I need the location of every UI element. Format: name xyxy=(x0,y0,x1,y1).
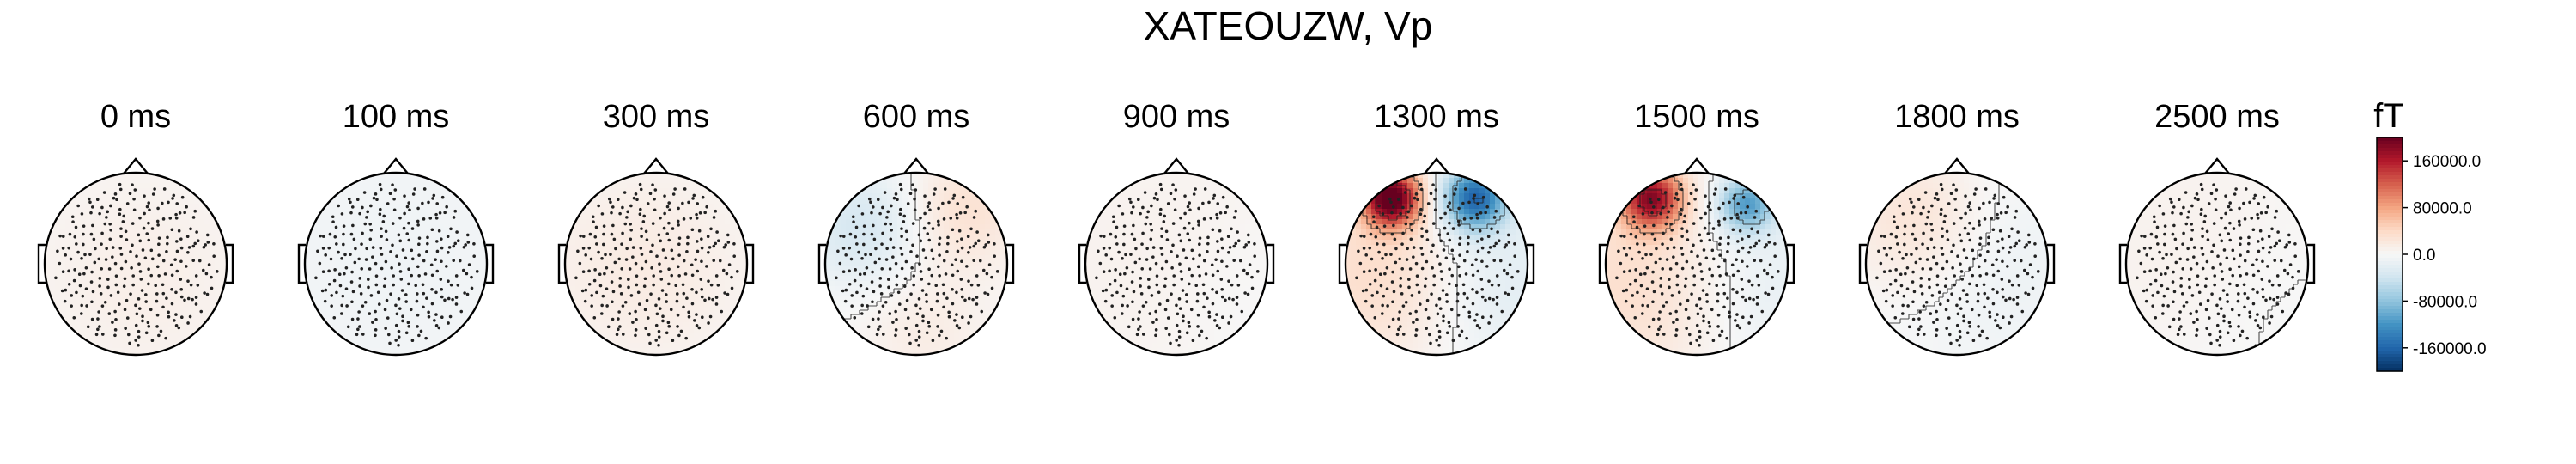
colorbar-tick-label: -160000.0 xyxy=(2413,340,2487,358)
right-ear xyxy=(1527,243,1535,284)
colorbar: fT 160000.0 80000.0 0.0 -80000.0 -160000.0 xyxy=(2373,97,2487,372)
left-ear xyxy=(1338,243,1346,284)
colorbar-tick-label: 0.0 xyxy=(2413,247,2435,265)
topomap-panel: 900 ms xyxy=(1078,99,1275,357)
topomap-contours xyxy=(825,173,920,328)
head-outline xyxy=(563,171,749,357)
right-ear xyxy=(226,243,234,284)
left-ear xyxy=(1858,243,1867,284)
topomap-panel: 2500 ms xyxy=(2118,99,2316,357)
panel-title: 600 ms xyxy=(863,99,970,135)
colorbar-unit-label: fT xyxy=(2373,97,2404,135)
sensor-dots xyxy=(574,182,739,347)
sensor-dots xyxy=(2136,182,2300,347)
left-ear xyxy=(37,243,46,284)
panel-title: 100 ms xyxy=(343,99,450,135)
sensor-dots xyxy=(54,182,219,347)
sensor-dots xyxy=(314,182,479,347)
sensor-dots xyxy=(1355,182,1520,347)
right-ear xyxy=(2307,243,2316,284)
topomap-panel: 1800 ms xyxy=(1858,99,2056,357)
nose xyxy=(123,157,149,174)
panel-title: 0 ms xyxy=(100,99,171,135)
left-ear xyxy=(817,243,826,284)
topomap-panel: 600 ms xyxy=(817,99,1015,357)
panel-title: 1300 ms xyxy=(1374,99,1499,135)
right-ear xyxy=(1267,243,1275,284)
head-outline xyxy=(303,171,489,357)
topomap-panel: 1300 ms xyxy=(1338,99,1535,357)
panel-title: 2500 ms xyxy=(2154,99,2280,135)
left-ear xyxy=(297,243,306,284)
nose xyxy=(1163,157,1189,174)
topomap-panels: 0 ms 100 ms 300 ms 600 ms 900 ms 1300 ms 1500 … xyxy=(37,99,2316,357)
nose xyxy=(643,157,669,174)
nose xyxy=(903,157,929,174)
sensor-dots xyxy=(835,182,999,347)
head-outline xyxy=(1604,171,1789,357)
panel-title: 1500 ms xyxy=(1634,99,1759,135)
topomap-panel: 0 ms xyxy=(37,99,234,357)
sensor-dots xyxy=(1615,182,1780,347)
nose xyxy=(1944,157,1970,174)
head-outline xyxy=(2124,171,2310,357)
left-ear xyxy=(1078,243,1086,284)
figure-title: XATEOUZW, Vp xyxy=(1144,3,1433,48)
nose xyxy=(2204,157,2230,174)
right-ear xyxy=(486,243,495,284)
topomap-field xyxy=(45,173,227,355)
nose xyxy=(1684,157,1710,174)
head-outline xyxy=(1864,171,2050,357)
head-outline xyxy=(823,171,1009,357)
panel-title: 1800 ms xyxy=(1894,99,2020,135)
head-outline xyxy=(43,171,228,357)
topomap-panel: 1500 ms xyxy=(1598,99,1795,357)
topomap-field xyxy=(565,173,747,355)
right-ear xyxy=(1006,243,1015,284)
panel-title: 300 ms xyxy=(603,99,710,135)
left-ear xyxy=(557,243,566,284)
colorbar-body: 160000.0 80000.0 0.0 -80000.0 -160000.0 xyxy=(2376,137,2487,372)
left-ear xyxy=(2118,243,2127,284)
colorbar-tick-label: 80000.0 xyxy=(2413,200,2472,218)
head-outline xyxy=(1084,171,1269,357)
head-outline xyxy=(1344,171,1529,357)
topomap-panel: 300 ms xyxy=(557,99,755,357)
right-ear xyxy=(746,243,755,284)
colorbar-tick-label: -80000.0 xyxy=(2413,293,2477,311)
right-ear xyxy=(2047,243,2056,284)
sensor-dots xyxy=(1875,182,2040,347)
topomap-field xyxy=(1346,173,1528,355)
nose xyxy=(1424,157,1449,174)
sensor-dots xyxy=(1095,182,1260,347)
colorbar-tick-label: 160000.0 xyxy=(2413,153,2481,171)
topomap-panel: 100 ms xyxy=(297,99,495,357)
right-ear xyxy=(1787,243,1795,284)
topomap-field xyxy=(1085,173,1267,355)
left-ear xyxy=(1598,243,1607,284)
panel-title: 900 ms xyxy=(1123,99,1230,135)
nose xyxy=(383,157,409,174)
